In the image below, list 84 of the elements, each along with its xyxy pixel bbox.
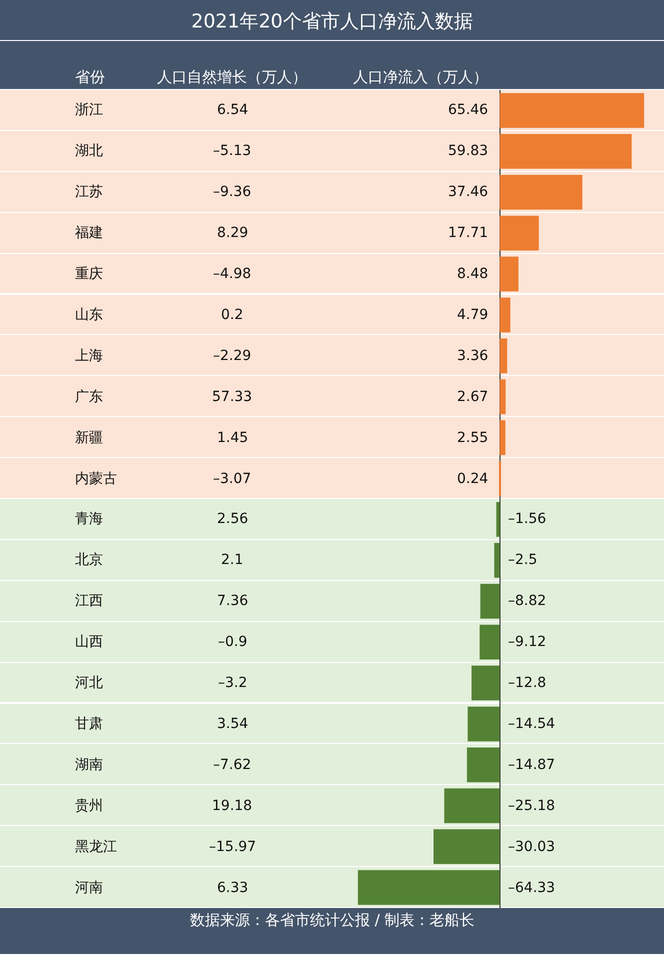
y-tick-label: 贵州 [75, 798, 103, 814]
data-label: –64.33 [508, 880, 556, 896]
bar [500, 134, 632, 169]
bar [500, 338, 508, 374]
text: –15.97 [209, 839, 256, 855]
data-label: –8.82 [508, 593, 546, 609]
bar [500, 256, 518, 292]
bar [500, 298, 510, 332]
text: 1.45 [217, 430, 248, 446]
series-label: 人口净流入（万人） [353, 68, 488, 86]
text: 19.18 [212, 798, 252, 814]
text: 57.33 [212, 389, 252, 405]
data-label: 65.46 [448, 102, 488, 118]
bar [494, 542, 500, 578]
bar [500, 174, 582, 210]
text: 3.54 [217, 716, 248, 732]
bar [472, 666, 500, 700]
data-label: 4.79 [457, 307, 488, 323]
y-tick-label: 湖南 [75, 757, 103, 773]
y-tick-label: 河北 [75, 675, 103, 691]
bar [468, 706, 500, 742]
y-tick-label: 河南 [75, 880, 103, 896]
text: –7.62 [213, 757, 252, 773]
text: –0.9 [218, 634, 248, 650]
y-tick-label: 内蒙古 [75, 471, 117, 487]
data-label: 3.36 [457, 348, 488, 364]
bar [466, 747, 500, 782]
text: –3.07 [213, 471, 252, 487]
data-label: –1.56 [508, 511, 546, 527]
bar [480, 624, 500, 660]
bar [500, 379, 506, 414]
data-label: 8.48 [457, 266, 488, 282]
data-label: 17.71 [448, 225, 488, 241]
text: 2.1 [221, 552, 244, 568]
text: –9.36 [213, 184, 252, 200]
y-tick-label: 重庆 [75, 266, 103, 282]
y-tick-label: 北京 [75, 552, 103, 568]
text: –3.2 [218, 675, 248, 691]
y-tick-label: 广东 [75, 389, 103, 405]
text: 6.54 [217, 102, 248, 118]
text: –2.29 [213, 348, 252, 364]
y-tick-label: 湖北 [75, 143, 103, 159]
y-axis-title: 省份 [75, 68, 105, 86]
y-tick-label: 新疆 [75, 430, 103, 446]
data-label: –14.87 [508, 757, 556, 773]
bar [500, 216, 539, 251]
data-label: 0.24 [457, 471, 488, 487]
bar [500, 420, 506, 456]
data-label: 37.46 [448, 184, 488, 200]
data-label: –2.5 [508, 552, 538, 568]
bar [496, 502, 500, 537]
y-tick-label: 甘肃 [75, 716, 103, 732]
y-tick-label: 青海 [75, 511, 103, 527]
data-label: –14.54 [508, 716, 556, 732]
data-label: –30.03 [508, 839, 556, 855]
text: 8.29 [217, 225, 248, 241]
y-tick-label: 上海 [75, 348, 103, 364]
data-label: 2.67 [457, 389, 488, 405]
bar [444, 788, 500, 824]
source-note: 数据来源：各省市统计公报 / 制表：老船长 [190, 911, 475, 929]
data-label: –9.12 [508, 634, 546, 650]
chart-title: 2021年20个省市人口净流入数据 [191, 10, 473, 33]
text: 2.56 [217, 511, 248, 527]
text: –4.98 [213, 266, 252, 282]
y-tick-label: 江西 [75, 593, 103, 609]
y-tick-label: 黑龙江 [75, 839, 117, 855]
data-label: –12.8 [508, 675, 546, 691]
bar [358, 870, 500, 905]
y-tick-label: 山西 [75, 634, 103, 650]
y-tick-label: 山东 [75, 307, 103, 323]
bar [480, 584, 500, 619]
data-label: 59.83 [448, 143, 488, 159]
text: 0.2 [221, 307, 244, 323]
bar [500, 93, 644, 128]
y-tick-label: 江苏 [75, 184, 103, 200]
y-tick-label: 福建 [75, 225, 103, 241]
text: 6.33 [217, 880, 248, 896]
bar [434, 829, 500, 864]
data-label: 2.55 [457, 430, 488, 446]
text: 7.36 [217, 593, 248, 609]
text: 人口自然增长（万人） [157, 68, 307, 86]
y-tick-label: 浙江 [75, 102, 103, 118]
data-label: –25.18 [508, 798, 556, 814]
text: –5.13 [213, 143, 252, 159]
